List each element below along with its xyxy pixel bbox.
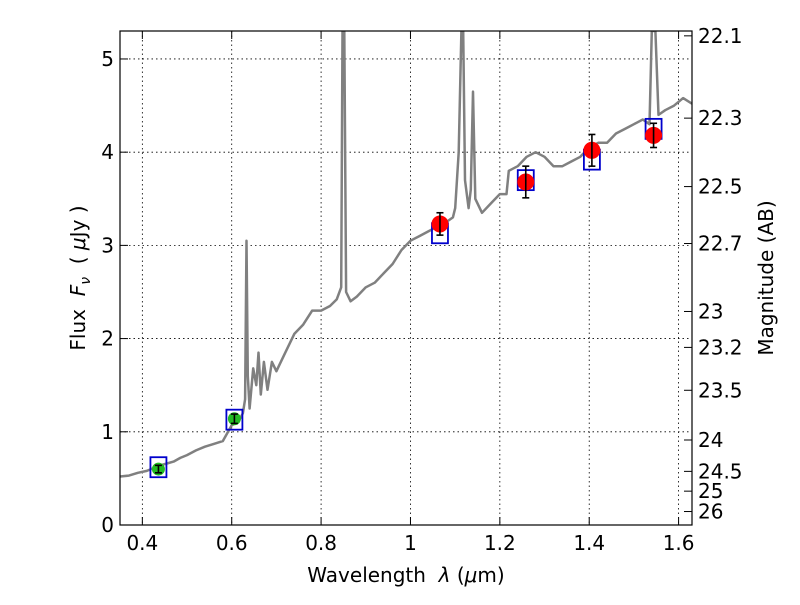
x-tick-label: 1.4	[573, 531, 605, 555]
model-spectrum-line	[120, 31, 692, 478]
y-tick-label: 2	[101, 327, 114, 351]
y2-tick-label: 22.5	[698, 175, 743, 199]
x-tick-label: 1.2	[484, 531, 516, 555]
x-tick-label: 1	[404, 531, 417, 555]
y-axis-label: Flux Fν ( μJy )	[66, 205, 94, 350]
y2-tick-label: 24	[698, 428, 723, 452]
x-tick-label: 0.4	[126, 531, 158, 555]
y-tick-label: 1	[101, 420, 114, 444]
y2-tick-label: 23.5	[698, 378, 743, 402]
plot-frame	[119, 30, 693, 526]
y2-tick-label: 24.5	[698, 459, 743, 483]
y2-tick-label: 22.1	[698, 24, 743, 48]
x-tick-label: 1.6	[663, 531, 695, 555]
y2-tick-label: 23.2	[698, 335, 743, 359]
axis-ticks: 0.4 0.6 0.8 1 1.2 1.4 1.601234522.122.322.522.…	[101, 24, 742, 555]
y2-tick-label: 22.7	[698, 232, 743, 256]
y-tick-label: 5	[101, 47, 114, 71]
model-photometry-box	[149, 456, 168, 479]
y-tick-label: 0	[101, 513, 114, 537]
y2-tick-label: 22.3	[698, 106, 743, 130]
y2-tick-label: 23	[698, 299, 723, 323]
y-tick-label: 3	[101, 233, 114, 257]
x-tick-label: 0.6	[216, 531, 248, 555]
x-axis-label: Wavelength λ (μm)	[307, 563, 504, 587]
y-tick-label: 4	[101, 140, 114, 164]
y2-tick-label: 26	[698, 500, 723, 524]
x-tick-label: 0.8	[305, 531, 337, 555]
grid-lines	[120, 31, 692, 526]
plot-area	[120, 31, 692, 479]
y2-tick-label: 25	[698, 479, 723, 503]
model-photometry-box	[225, 408, 244, 431]
y2-axis-label: Magnitude (AB)	[754, 200, 778, 355]
